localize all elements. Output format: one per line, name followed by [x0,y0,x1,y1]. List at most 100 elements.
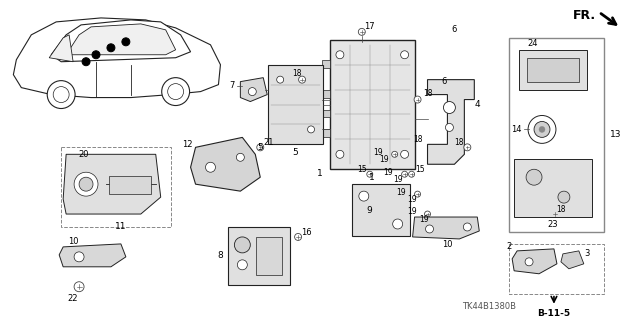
Circle shape [276,76,284,83]
Bar [519,50,587,90]
Text: 20: 20 [78,150,88,159]
Circle shape [463,223,471,231]
Polygon shape [512,249,557,274]
Polygon shape [413,217,479,239]
Polygon shape [49,35,73,62]
Circle shape [162,78,189,106]
Text: 15: 15 [415,165,424,174]
Text: 10: 10 [442,241,452,249]
Text: B-11-5: B-11-5 [538,309,570,318]
Circle shape [415,191,420,197]
Text: 19: 19 [373,148,383,157]
Bar [352,184,410,236]
Text: 6: 6 [442,77,447,86]
Text: 18: 18 [454,138,464,147]
Text: 21: 21 [263,138,273,147]
Text: 12: 12 [182,140,193,149]
Bar [256,237,282,275]
Text: 14: 14 [511,125,521,134]
Circle shape [82,58,90,66]
Circle shape [464,144,471,151]
Text: 7: 7 [230,81,235,90]
Circle shape [408,171,415,177]
Bar [509,244,604,294]
Circle shape [445,123,453,131]
Circle shape [47,81,75,108]
Polygon shape [66,24,175,55]
Text: 6: 6 [452,26,457,34]
Circle shape [237,260,247,270]
Circle shape [414,96,421,103]
Circle shape [205,162,216,172]
Circle shape [424,211,431,217]
Bar [61,147,171,227]
Bar [330,40,415,169]
Text: 2: 2 [506,242,511,251]
Circle shape [558,191,570,203]
Text: 4: 4 [474,100,480,109]
Circle shape [234,237,250,253]
Text: 10: 10 [68,237,78,246]
Circle shape [402,171,408,177]
Circle shape [294,234,301,241]
Circle shape [444,101,456,114]
Bar [514,159,592,217]
Text: 23: 23 [548,220,558,229]
Text: 9: 9 [366,205,372,215]
Polygon shape [13,18,220,98]
Circle shape [74,172,98,196]
Circle shape [528,115,556,143]
Text: 16: 16 [301,228,312,237]
Bar [268,65,323,145]
Circle shape [552,211,559,218]
Circle shape [359,191,369,201]
Polygon shape [428,80,474,164]
Circle shape [336,150,344,158]
Bar [322,130,330,137]
Circle shape [257,144,264,151]
Text: TK44B1380B: TK44B1380B [462,302,516,311]
Circle shape [526,169,542,185]
Circle shape [92,51,100,59]
Text: 19: 19 [383,168,392,177]
Circle shape [107,44,115,52]
Circle shape [336,51,344,59]
Text: 24: 24 [527,39,538,48]
Text: 18: 18 [413,135,422,144]
Circle shape [525,258,533,266]
Circle shape [539,126,545,132]
Text: 13: 13 [610,130,621,139]
Polygon shape [51,20,191,62]
Polygon shape [191,137,260,191]
Circle shape [299,76,305,83]
Text: 5: 5 [292,148,298,157]
Circle shape [168,84,184,100]
Bar [509,38,604,232]
Circle shape [401,51,408,59]
Circle shape [236,153,244,161]
Text: 18: 18 [556,204,566,213]
Polygon shape [63,154,161,214]
Text: 19: 19 [419,214,428,224]
Text: 18: 18 [423,89,432,98]
Bar [322,109,330,117]
Circle shape [79,177,93,191]
Bar [322,60,330,68]
Circle shape [248,88,256,96]
Text: 3: 3 [584,249,589,258]
Circle shape [534,122,550,137]
Text: 19: 19 [407,195,417,204]
Bar [228,227,290,285]
Bar [109,176,151,194]
Circle shape [122,38,130,46]
Polygon shape [561,251,584,269]
Circle shape [367,171,372,177]
Circle shape [426,225,433,233]
Circle shape [358,28,365,35]
Text: 17: 17 [364,22,375,31]
Circle shape [392,151,397,157]
Circle shape [393,219,403,229]
Polygon shape [241,78,268,101]
Text: 22: 22 [68,294,78,303]
Text: FR.: FR. [573,10,596,22]
